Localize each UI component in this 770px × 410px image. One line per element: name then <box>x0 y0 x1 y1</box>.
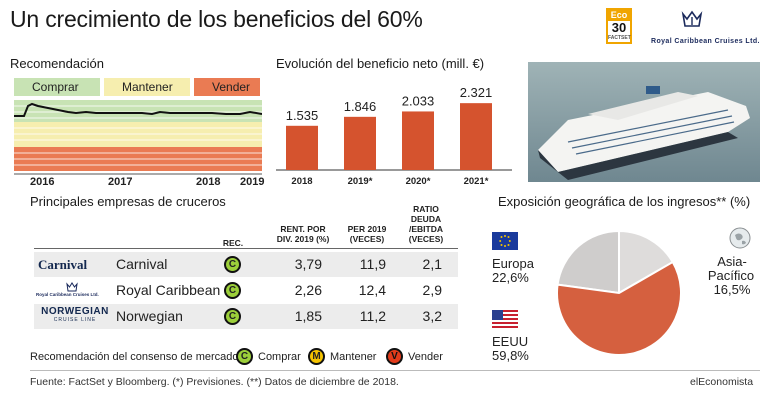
footer-brand: elEconomista <box>690 376 754 388</box>
bar-value-label: 1.846 <box>344 99 377 114</box>
xlabel-2019: 2019 <box>240 176 265 188</box>
company-name: Norwegian <box>116 308 183 324</box>
bar-category-label: 2018 <box>291 176 312 187</box>
eeuu-value: 59,8% <box>492 348 529 363</box>
dividend-value: 3,79 <box>294 256 322 272</box>
asia-label-line2: Pacífico <box>707 268 755 283</box>
dividend-value: 2,26 <box>294 282 322 298</box>
per-value: 11,2 <box>359 308 386 324</box>
recommendation-chart <box>14 100 262 175</box>
asia-label-line1: Asia- <box>717 254 747 269</box>
cruise-ship-image <box>528 62 760 182</box>
eeuu-label: EEUU <box>492 334 529 349</box>
bar-chart-title: Evolución del beneficio neto (mill. €) <box>276 56 485 71</box>
consensus-comprar-badge: C <box>236 348 253 365</box>
bar-value-label: 2.321 <box>460 85 493 100</box>
xlabel-2016: 2016 <box>30 176 55 188</box>
page-title: Un crecimiento de los beneficios del 60% <box>10 6 423 32</box>
col-per: PER 2019 (VECES) <box>347 224 387 244</box>
europa-label: Europa <box>492 256 534 271</box>
rec-badge-comprar: C <box>224 282 241 299</box>
ratio-value: 2,1 <box>422 256 442 272</box>
bar-chart: 1.535 2018 1.846 2019* 2.033 2020* 2.321 2021* <box>276 85 512 187</box>
consensus-vender-badge: V <box>386 348 403 365</box>
eco-logo-factset: FACTSET <box>608 35 631 41</box>
consensus-vender-text: Vender <box>408 351 443 363</box>
dividend-value: 1,85 <box>294 308 322 324</box>
royal-caribbean-logo: Royal Caribbean Cruises Ltd. <box>36 292 99 297</box>
table-row <box>34 278 458 303</box>
bar-value-label: 1.535 <box>286 108 319 123</box>
crown-anchor-icon <box>680 8 704 32</box>
bar-category-label: 2021* <box>464 176 489 187</box>
col-ratio: RATIO DEUDA /EBITDA (VECES) <box>408 204 444 244</box>
consensus-comprar-text: Comprar <box>258 351 301 363</box>
eco-logo-top: Eco <box>608 10 630 21</box>
legend-comprar: Comprar <box>14 78 100 96</box>
per-value: 12,4 <box>358 282 386 298</box>
pie-chart <box>556 229 682 356</box>
legend-mantener: Mantener <box>104 78 190 96</box>
table-row <box>34 252 458 277</box>
bar-2020* <box>402 111 434 170</box>
eco30-logo: Eco 30 FACTSET <box>606 8 632 44</box>
pie-slice-europa <box>556 229 620 295</box>
bar-value-label: 2.033 <box>402 93 435 108</box>
royal-caribbean-logo-text: Royal Caribbean Cruises Ltd. <box>651 38 760 45</box>
recommendation-line <box>14 102 262 117</box>
pie-slice-eeuu <box>556 260 682 356</box>
company-name: Carnival <box>116 256 168 272</box>
eco-logo-number: 30 <box>611 20 627 35</box>
consensus-label: Recomendación del consenso de mercado: <box>30 351 242 363</box>
eu-flag-icon <box>492 232 518 250</box>
europa-value: 22,6% <box>492 270 529 285</box>
table-heading: Principales empresas de cruceros <box>30 194 226 209</box>
recommendation-heading: Recomendación <box>10 56 104 71</box>
table-header-divider <box>34 248 458 249</box>
per-value: 11,9 <box>359 256 386 272</box>
xlabel-2017: 2017 <box>108 176 133 188</box>
bar-2021* <box>460 103 492 170</box>
table-row <box>34 304 458 329</box>
bar-category-label: 2020* <box>406 176 431 187</box>
band-comprar <box>14 100 262 122</box>
col-dividend: RENT. POR DIV. 2019 (%) <box>276 224 330 244</box>
consensus-mantener-badge: M <box>308 348 325 365</box>
asia-value: 16,5% <box>713 282 751 297</box>
footer-source: Fuente: FactSet y Bloomberg. (*) Previsi… <box>30 376 399 388</box>
globe-icon <box>728 226 752 250</box>
col-rec: REC. <box>222 238 244 248</box>
carnival-logo: Carnival <box>38 257 88 272</box>
bar-2018 <box>286 125 318 170</box>
xlabel-2018: 2018 <box>196 176 221 188</box>
rec-badge-comprar: C <box>224 256 241 273</box>
crown-icon <box>66 280 78 292</box>
pie-slice-asia-pac-fico <box>618 229 675 295</box>
consensus-mantener-text: Mantener <box>330 351 377 363</box>
pie-chart-title: Exposición geográfica de los ingresos** … <box>498 194 751 209</box>
norwegian-logo: NORWEGIAN CRUISE LINE <box>41 306 109 323</box>
company-name: Royal Caribbean <box>116 282 221 298</box>
rec-badge-comprar: C <box>224 308 241 325</box>
bar-category-label: 2019* <box>348 176 373 187</box>
legend-vender: Vender <box>194 78 260 96</box>
us-flag-icon <box>492 310 518 328</box>
footer-divider <box>30 370 760 371</box>
bar-2019* <box>344 116 376 170</box>
ratio-value: 3,2 <box>422 308 442 324</box>
ratio-value: 2,9 <box>422 282 442 298</box>
